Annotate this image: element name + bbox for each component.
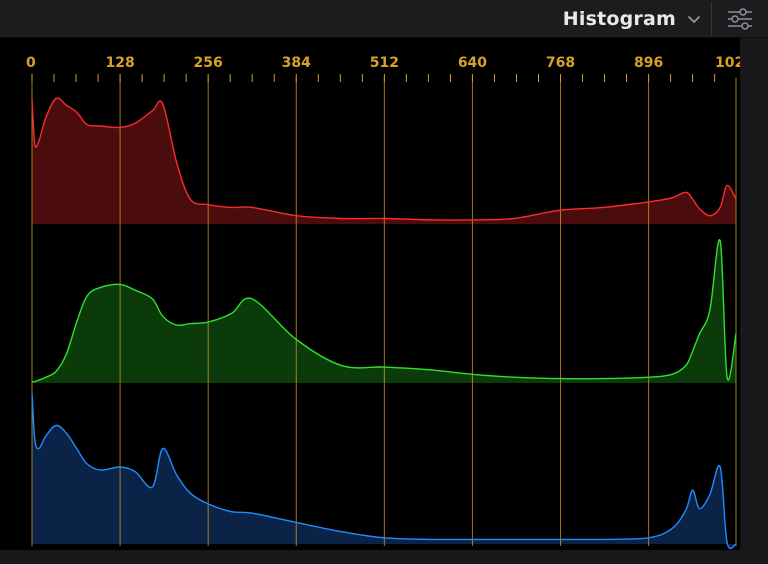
scope-bottom-border	[0, 550, 740, 564]
scope-right-border	[740, 38, 768, 564]
scope-header: Histogram	[0, 0, 768, 38]
scope-settings-button[interactable]	[722, 4, 758, 34]
scale-label-384: 384	[282, 55, 311, 71]
red-histogram-line	[31, 97, 737, 221]
histogram-plot: 0 128 256 384 512 640 768 896 1023	[26, 55, 740, 550]
blue-histogram-line	[31, 393, 737, 550]
scope-type-dropdown[interactable]: Histogram	[563, 0, 702, 38]
header-divider	[711, 2, 712, 36]
scale-label-512: 512	[370, 55, 399, 71]
chevron-down-icon	[688, 16, 700, 23]
sliders-icon	[728, 8, 752, 30]
scale-label-896: 896	[634, 55, 663, 71]
scope-title: Histogram	[562, 8, 676, 30]
red-histogram-area	[32, 98, 736, 224]
scale-label-640: 640	[458, 55, 487, 71]
scale-label-256: 256	[194, 55, 223, 71]
green-histogram-line	[31, 239, 737, 383]
scale-label-0: 0	[26, 55, 36, 71]
histogram-scope: 0 128 256 384 512 640 768 896 1023	[0, 38, 740, 550]
scale-label-768: 768	[546, 55, 575, 71]
scale-label-128: 128	[105, 55, 134, 71]
scale-label-1023: 1023	[715, 55, 740, 71]
